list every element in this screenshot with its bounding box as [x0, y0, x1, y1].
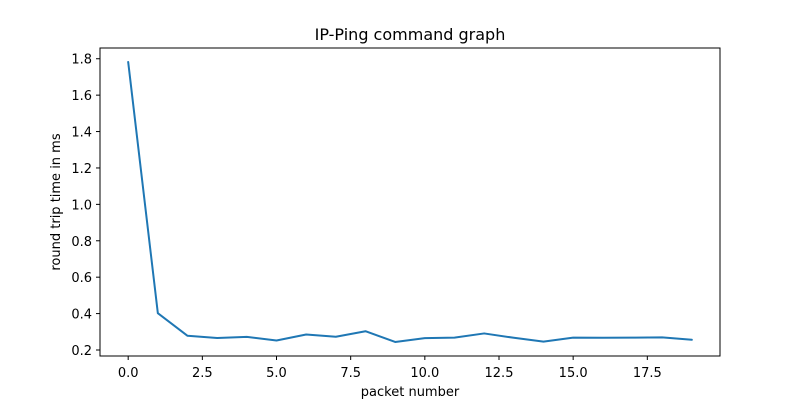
x-tick-label: 17.5	[633, 366, 662, 381]
x-tick-label: 5.0	[266, 366, 287, 381]
chart-title: IP-Ping command graph	[315, 25, 506, 44]
y-tick-label: 1.6	[71, 89, 92, 104]
x-tick-label: 7.5	[340, 366, 361, 381]
x-tick-label: 12.5	[485, 366, 514, 381]
y-axis-label: round trip time in ms	[49, 133, 64, 270]
y-axis-ticks: 0.2 0.4 0.6 0.8 1.0 1.2 1.4 1.6 1.8	[71, 53, 100, 359]
y-tick-label: 0.6	[71, 271, 92, 286]
x-tick-label: 0.0	[118, 366, 139, 381]
x-tick-label: 15.0	[559, 366, 588, 381]
x-axis-label: packet number	[361, 385, 460, 400]
plot-frame	[99, 47, 721, 357]
x-tick-label: 10.0	[410, 366, 439, 381]
series-layer	[127, 61, 693, 343]
y-tick-label: 0.4	[71, 308, 92, 323]
x-axis-ticks: 0.0 2.5 5.0 7.5 10.0 12.5 15.0 17.5	[118, 356, 662, 381]
ping-series-line	[127, 61, 693, 343]
y-tick-label: 1.4	[71, 126, 92, 141]
y-tick-label: 1.0	[71, 198, 92, 213]
y-tick-label: 1.2	[71, 162, 92, 177]
plot-area	[100, 48, 720, 356]
x-tick-label: 2.5	[192, 366, 213, 381]
y-tick-label: 0.2	[71, 344, 92, 359]
y-tick-label: 1.8	[71, 53, 92, 68]
y-tick-label: 0.8	[71, 235, 92, 250]
